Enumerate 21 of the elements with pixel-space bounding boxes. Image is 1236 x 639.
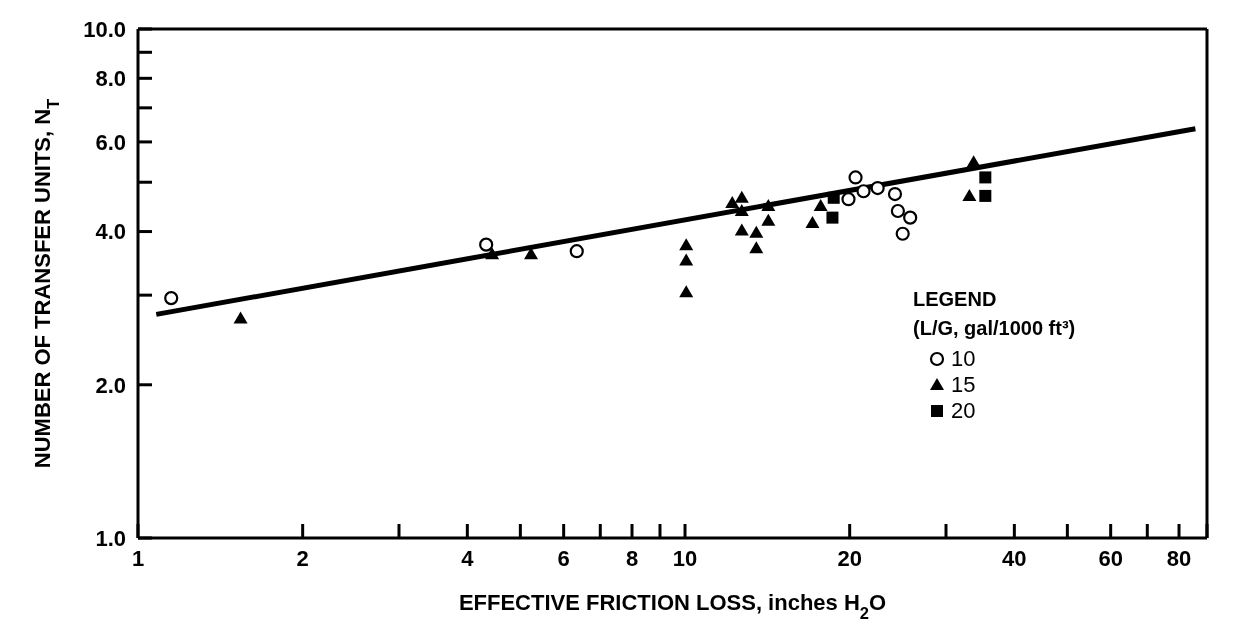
legend-label: 10 bbox=[951, 346, 976, 372]
y-tick-label: 4.0 bbox=[95, 219, 126, 245]
legend-label: 15 bbox=[951, 372, 976, 398]
x-tick-label: 6 bbox=[557, 545, 570, 571]
legend-title: LEGEND (L/G, gal/1000 ft³) bbox=[913, 288, 1076, 340]
x-tick-label: 80 bbox=[1166, 545, 1192, 571]
y-tick-label: 8.0 bbox=[95, 66, 126, 92]
x-tick-label: 4 bbox=[461, 545, 475, 571]
x-axis-title: EFFECTIVE FRICTION LOSS, inches H$_{2}$O bbox=[458, 590, 887, 622]
x-tick-label: 40 bbox=[1002, 545, 1027, 571]
x-tick-label: 20 bbox=[837, 545, 862, 571]
y-tick-label: 2.0 bbox=[95, 372, 126, 398]
x-tick-label: 60 bbox=[1098, 545, 1123, 571]
x-tick-label: 2 bbox=[296, 545, 309, 571]
y-tick-label: 6.0 bbox=[95, 129, 126, 155]
x-tick-label: 10 bbox=[672, 545, 698, 571]
x-tick-label: 8 bbox=[625, 545, 639, 571]
y-tick-label: 1.0 bbox=[95, 525, 126, 551]
y-tick-label: 10.0 bbox=[83, 16, 126, 42]
legend-label: 20 bbox=[951, 398, 976, 424]
x-tick-label: 1 bbox=[131, 545, 145, 571]
